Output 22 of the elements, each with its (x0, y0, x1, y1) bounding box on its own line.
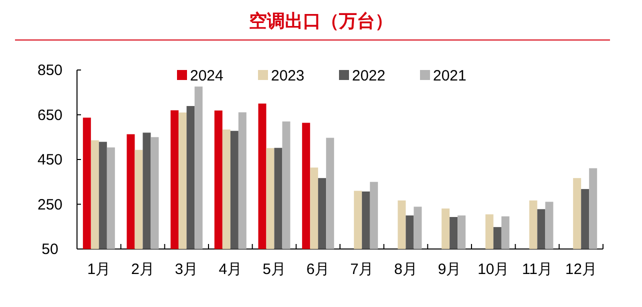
x-tick-label: 4月 (218, 261, 242, 278)
x-tick-label: 3月 (174, 261, 198, 278)
x-tick-label: 9月 (438, 261, 462, 278)
x-tick-label: 12月 (565, 261, 597, 278)
x-tick-label: 1月 (87, 261, 111, 278)
legend-label: 2023 (271, 68, 304, 84)
x-tick-label: 5月 (262, 261, 286, 278)
legend-label: 2022 (352, 68, 386, 84)
chart-title: 空调出口（万台） (249, 11, 393, 31)
legend-label: 2021 (433, 68, 466, 84)
x-tick-label: 7月 (350, 261, 374, 278)
y-tick-label: 850 (37, 62, 63, 79)
legend-label: 2024 (190, 68, 224, 84)
x-tick-label: 2月 (131, 261, 154, 278)
x-tick-label: 8月 (394, 261, 418, 278)
y-tick-label: 650 (37, 106, 63, 124)
x-tick-label: 6月 (306, 261, 330, 278)
y-tick-label: 450 (37, 152, 63, 168)
y-tick-label: 250 (37, 196, 63, 214)
x-tick-label: 11月 (522, 261, 553, 278)
y-tick-label: 50 (42, 241, 58, 258)
x-tick-label: 10月 (478, 261, 510, 278)
